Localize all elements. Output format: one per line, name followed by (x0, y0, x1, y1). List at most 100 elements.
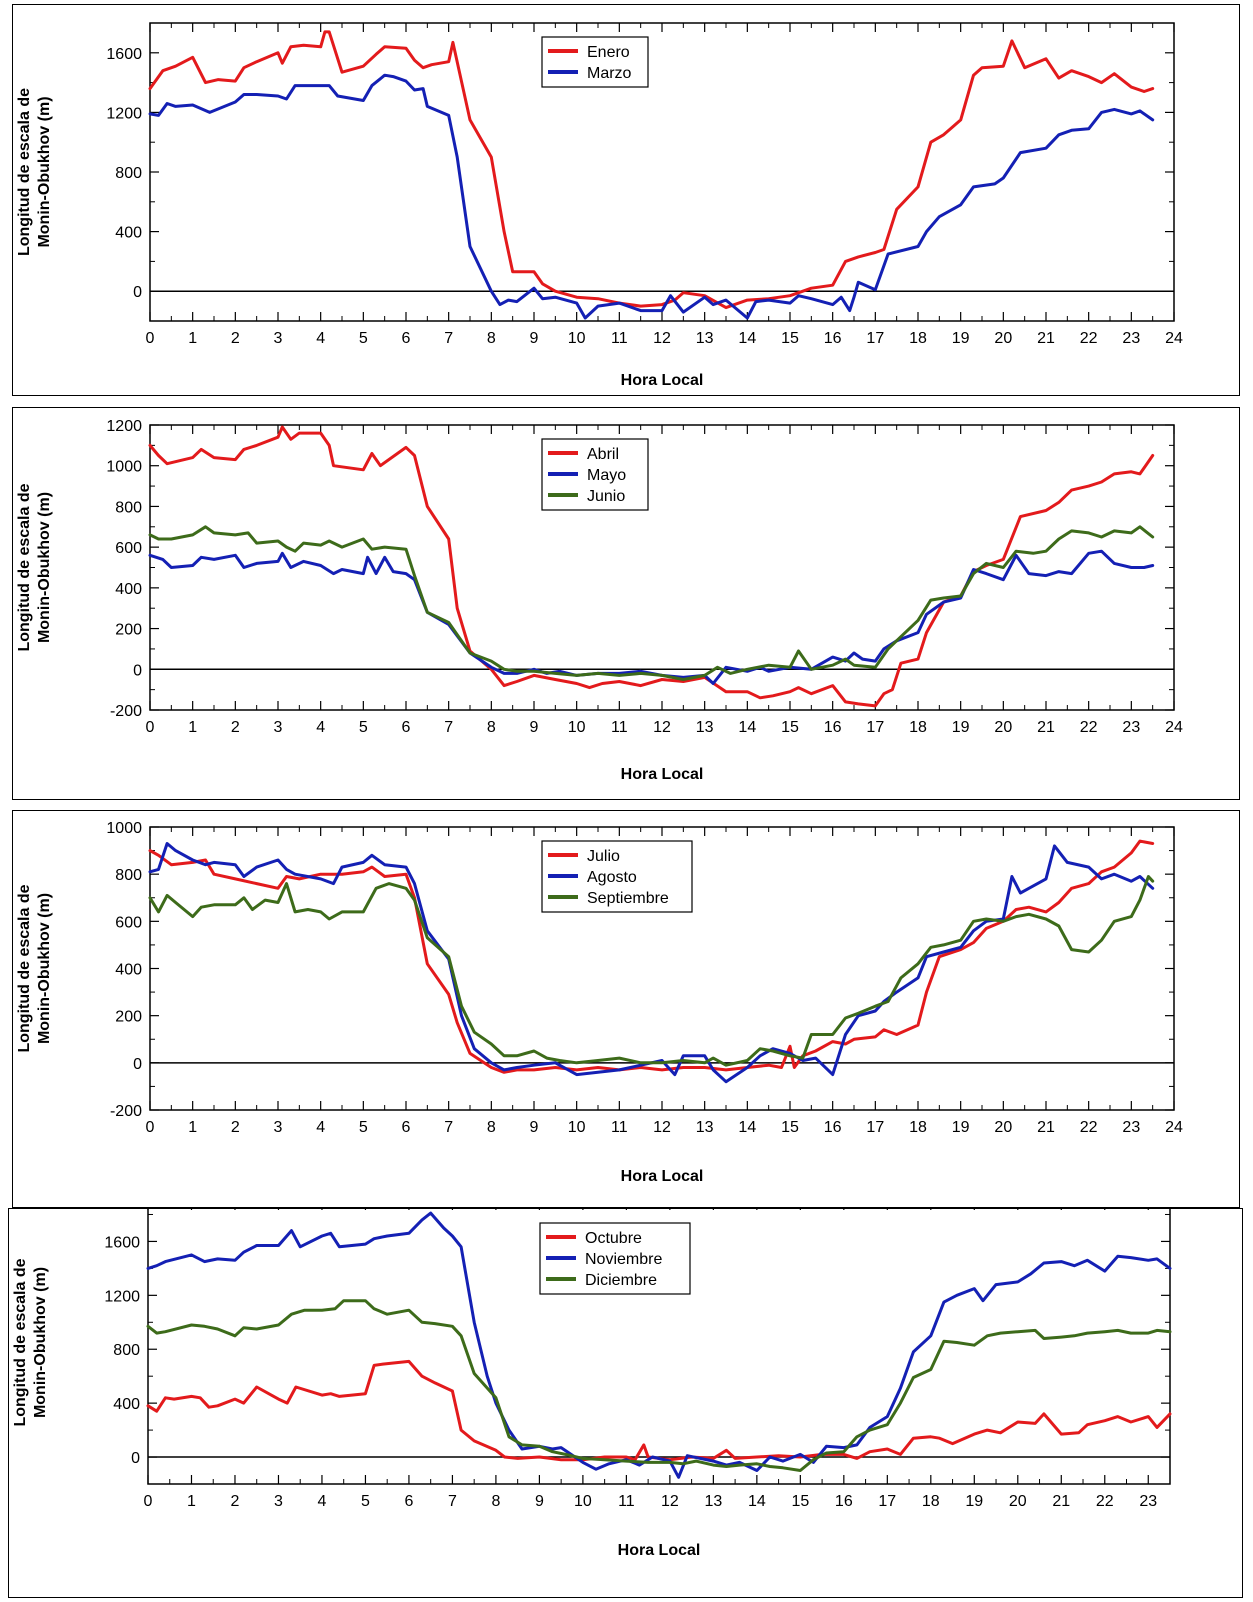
x-tick-label: 6 (402, 719, 411, 736)
x-tick-label: 4 (316, 719, 325, 736)
x-tick-label: 6 (402, 330, 411, 347)
x-tick-label: 9 (530, 330, 539, 347)
plot-frame (149, 424, 1175, 711)
chart-svg: 0 1 2 3 4 5 6 7 8 9 10 11 12 13 14 15 16 17 18 19 20 21 22 2304… (12, 1209, 1172, 1559)
x-tick-label: 23 (1122, 1119, 1140, 1136)
x-tick-label: 23 (1122, 330, 1140, 347)
x-tick-label: 10 (568, 719, 586, 736)
x-tick-label: 3 (274, 719, 283, 736)
y-tick-label: 600 (115, 540, 142, 557)
x-tick-label: 21 (1037, 719, 1055, 736)
x-tick-label: 14 (738, 330, 756, 347)
y-tick-label: 800 (115, 867, 142, 884)
y-axis-title-line1: Longitud de escala de (16, 88, 33, 256)
y-axis-title-line1: Longitud de escala de (12, 1258, 29, 1426)
x-tick-label: 16 (835, 1493, 853, 1510)
x-tick-label: 15 (781, 330, 799, 347)
x-tick-label: 23 (1139, 1493, 1157, 1510)
x-tick-label: 14 (738, 719, 756, 736)
x-tick-label: 11 (618, 1493, 635, 1510)
x-tick-label: 11 (611, 719, 628, 736)
y-tick-label: -200 (110, 703, 142, 720)
x-tick-label: 13 (696, 330, 714, 347)
legend-box (541, 36, 649, 88)
x-tick-label: 9 (535, 1493, 544, 1510)
y-tick-label: 0 (133, 284, 142, 301)
x-tick-label: 19 (952, 330, 970, 347)
y-tick-label: 0 (133, 662, 142, 679)
legend-label: Octubre (585, 1230, 642, 1247)
x-tick-label: 20 (1009, 1493, 1027, 1510)
x-tick-label: 8 (491, 1493, 500, 1510)
x-tick-label: 2 (231, 330, 240, 347)
x-tick-label: 5 (359, 1119, 368, 1136)
x-tick-label: 14 (748, 1493, 766, 1510)
x-tick-label: 13 (696, 1119, 714, 1136)
x-tick-label: 19 (952, 1119, 970, 1136)
x-tick-label: 16 (824, 1119, 842, 1136)
legend-label: Diciembre (585, 1272, 657, 1289)
y-tick-label: 400 (113, 1396, 140, 1413)
x-tick-label: 9 (530, 1119, 539, 1136)
legend-label: Marzo (587, 65, 632, 82)
y-tick-label: 800 (115, 499, 142, 516)
x-tick-label: 3 (274, 1119, 283, 1136)
x-tick-label: 20 (994, 330, 1012, 347)
series-line-junio (148, 525, 1155, 681)
y-tick-label: 400 (115, 581, 142, 598)
x-tick-label: 2 (231, 719, 240, 736)
legend-label: Noviembre (585, 1251, 662, 1268)
y-tick-label: 400 (115, 962, 142, 979)
y-tick-label: 200 (115, 1009, 142, 1026)
x-axis-title: Hora Local (621, 766, 704, 783)
y-tick-label: 1600 (104, 1234, 140, 1251)
x-tick-label: 4 (316, 330, 325, 347)
chart-panel-4: 0 1 2 3 4 5 6 7 8 9 10 11 12 13 14 15 16 17 18 19 20 21 22 23 0 4… (8, 1208, 1243, 1598)
x-tick-label: 10 (568, 330, 586, 347)
x-tick-label: 6 (404, 1493, 413, 1510)
x-tick-label: 21 (1037, 330, 1055, 347)
chart-svg: 0 1 2 3 4 5 6 7 8 9 10 11 12 13 14 15 16 17 18 19 20 21 22 23 24… (16, 22, 1183, 389)
y-tick-label: 800 (113, 1342, 140, 1359)
x-tick-label: 12 (653, 1119, 671, 1136)
x-axis-title: Hora Local (621, 1168, 704, 1185)
x-tick-label: 4 (318, 1493, 327, 1510)
x-tick-label: 12 (653, 330, 671, 347)
x-tick-label: 18 (922, 1493, 940, 1510)
x-tick-label: 13 (696, 719, 714, 736)
x-tick-label: 10 (574, 1493, 592, 1510)
x-tick-label: 12 (653, 719, 671, 736)
x-tick-label: 19 (952, 719, 970, 736)
plot-frame (147, 1209, 1171, 1485)
x-tick-label: 24 (1165, 330, 1183, 347)
y-axis-title-line2: Monin-Obukhov (m) (36, 492, 53, 643)
y-axis-title-line2: Monin-Obukhov (m) (36, 96, 53, 247)
x-tick-label: 17 (866, 330, 884, 347)
x-tick-label: 1 (188, 1119, 197, 1136)
x-tick-label: 15 (791, 1493, 809, 1510)
legend-label: Enero (587, 44, 630, 61)
x-tick-label: 7 (448, 1493, 457, 1510)
x-tick-label: 8 (487, 719, 496, 736)
y-tick-label: 1000 (106, 459, 142, 476)
x-tick-label: 2 (231, 1493, 240, 1510)
x-tick-label: 24 (1165, 719, 1183, 736)
y-tick-label: 1600 (106, 46, 142, 63)
x-tick-label: 5 (361, 1493, 370, 1510)
series-line-marzo (148, 73, 1155, 320)
x-tick-label: 0 (146, 330, 155, 347)
x-axis-title: Hora Local (618, 1542, 701, 1559)
y-axis-title-line2: Monin-Obukhov (m) (32, 1267, 49, 1418)
x-tick-label: 17 (878, 1493, 896, 1510)
y-tick-label: 1200 (106, 418, 142, 435)
y-tick-label: 400 (115, 225, 142, 242)
chart-panel-1: 0 1 2 3 4 5 6 7 8 9 10 11 12 13 14 15 16 17 18 19 20 21 22 23 24… (12, 4, 1240, 396)
x-tick-label: 10 (568, 1119, 586, 1136)
y-tick-label: 1200 (106, 105, 142, 122)
x-tick-label: 21 (1052, 1493, 1070, 1510)
legend-label: Abril (587, 446, 619, 463)
x-tick-label: 21 (1037, 1119, 1055, 1136)
x-tick-label: 0 (146, 719, 155, 736)
y-tick-label: 800 (115, 165, 142, 182)
x-tick-label: 17 (866, 1119, 884, 1136)
